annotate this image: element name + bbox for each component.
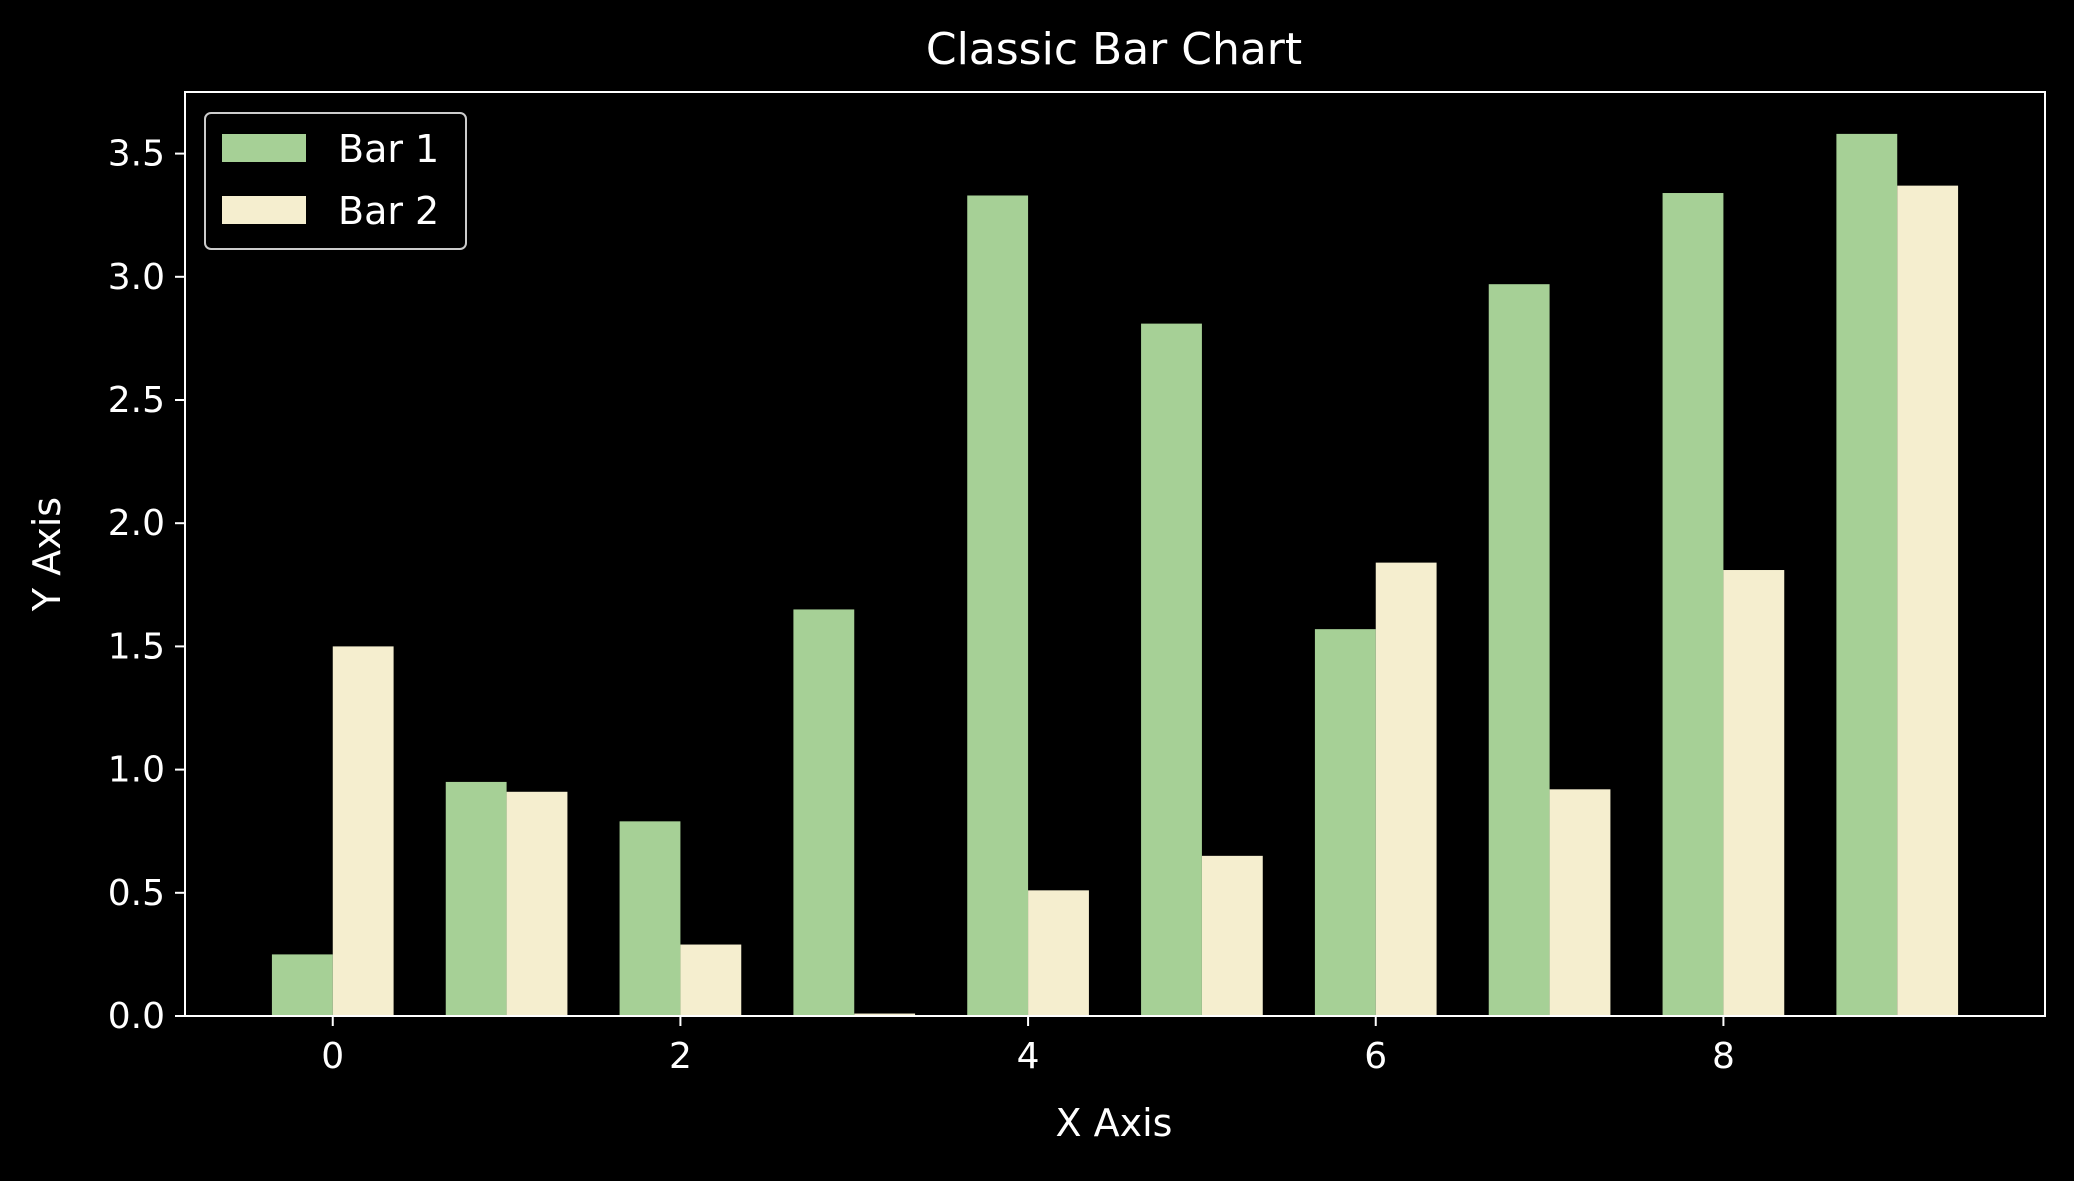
legend: Bar 1 Bar 2	[204, 112, 467, 250]
bar-bar-1-x9	[1836, 133, 1898, 1016]
bar-bar-1-x7	[1488, 284, 1550, 1016]
legend-swatch-bar-2	[222, 196, 306, 224]
y-tick-label: 2.5	[108, 380, 165, 421]
bar-bar-1-x0	[271, 954, 333, 1016]
bar-bar-2-x8	[1723, 570, 1785, 1016]
bar-bar-1-x2	[619, 821, 681, 1016]
x-axis: 0 2 4 6 8	[321, 1016, 1735, 1077]
legend-swatch-bar-1	[222, 134, 306, 162]
chart-title: Classic Bar Chart	[926, 24, 1302, 75]
bar-bar-2-x1	[506, 791, 568, 1016]
bar-bar-2-x0	[332, 646, 394, 1016]
y-tick-label: 1.0	[108, 750, 165, 791]
x-tick-label: 8	[1712, 1036, 1735, 1077]
bar-bar-1-x3	[793, 609, 855, 1016]
legend-label-bar-2: Bar 2	[338, 189, 439, 233]
y-axis: 0.0 0.5 1.0 1.5 2.0 2.5 3.0 3.5	[108, 134, 185, 1037]
x-tick-label: 2	[669, 1036, 692, 1077]
y-tick-label: 3.0	[108, 257, 165, 298]
y-axis-label: Y Axis	[25, 497, 69, 612]
bar-bar-2-x6	[1375, 562, 1437, 1016]
bar-bar-1-x6	[1314, 629, 1376, 1016]
x-tick-label: 4	[1017, 1036, 1040, 1077]
y-tick-label: 0.0	[108, 996, 165, 1037]
bar-bar-2-x9	[1897, 185, 1959, 1016]
plot-frame	[184, 91, 2046, 1017]
bar-bar-1-x1	[445, 781, 507, 1016]
y-tick-label: 2.0	[108, 503, 165, 544]
bar-bar-2-x4	[1028, 890, 1089, 1016]
bar-bar-1-x5	[1141, 323, 1202, 1016]
bar-bar-2-x5	[1201, 855, 1263, 1016]
bars-group	[271, 133, 1959, 1017]
y-tick-label: 3.5	[108, 134, 165, 175]
x-tick-label: 6	[1364, 1036, 1387, 1077]
bar-bar-2-x3	[854, 1013, 916, 1016]
y-tick-label: 1.5	[108, 626, 165, 667]
legend-label-bar-1: Bar 1	[338, 127, 439, 171]
bar-bar-2-x2	[680, 944, 742, 1016]
x-tick-label: 0	[321, 1036, 344, 1077]
bar-bar-1-x8	[1662, 193, 1724, 1016]
y-tick-label: 0.5	[108, 873, 165, 914]
x-axis-label: X Axis	[1056, 1101, 1173, 1145]
bar-bar-1-x4	[967, 195, 1029, 1017]
bar-bar-2-x7	[1549, 789, 1611, 1016]
